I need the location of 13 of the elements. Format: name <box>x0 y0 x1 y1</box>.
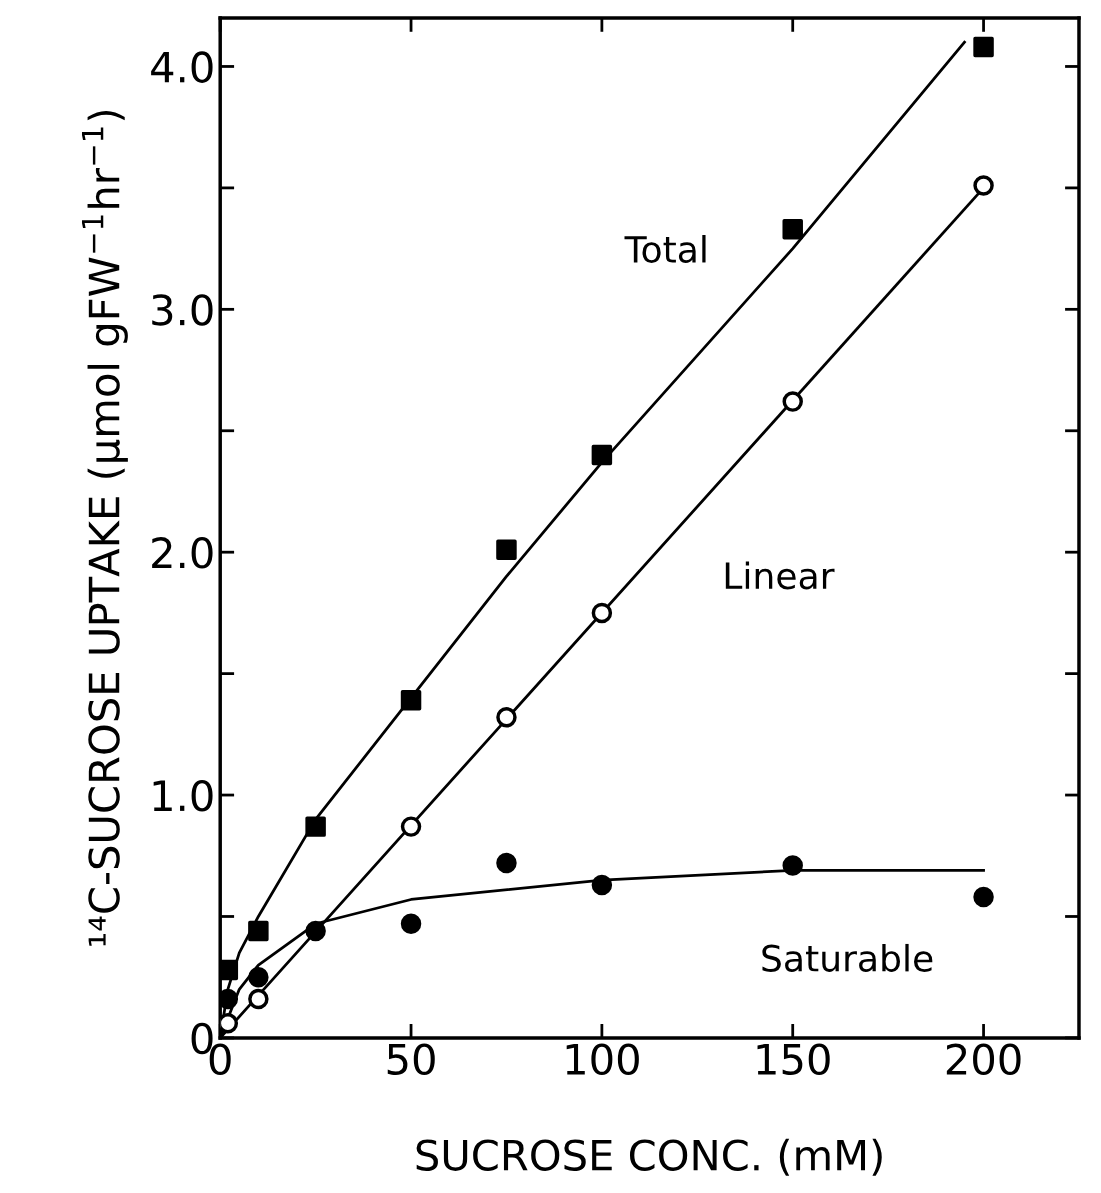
x-tick-label: 50 <box>387 1043 435 1076</box>
annotation: Total <box>624 235 706 263</box>
x-tick-label: 150 <box>757 1043 830 1076</box>
annotation: Linear <box>725 561 835 590</box>
y-tick-label: 1.0 <box>153 779 213 812</box>
y-tick-label: 2.0 <box>152 537 213 569</box>
y-tick-label: 3.0 <box>152 294 213 326</box>
x-tick-label: 100 <box>566 1043 639 1076</box>
x-tick-label: 200 <box>946 1043 1021 1076</box>
x-axis-title: SUCROSE CONC. (mM) <box>416 1138 882 1176</box>
y-axis-title: ¹⁴C-SUCROSE UPTAKE (µmol gFW$^{−1}$hr$^{−1}$) <box>81 110 128 946</box>
annotation: Saturable <box>762 943 933 972</box>
y-tick-label: 4.0 <box>151 51 213 83</box>
